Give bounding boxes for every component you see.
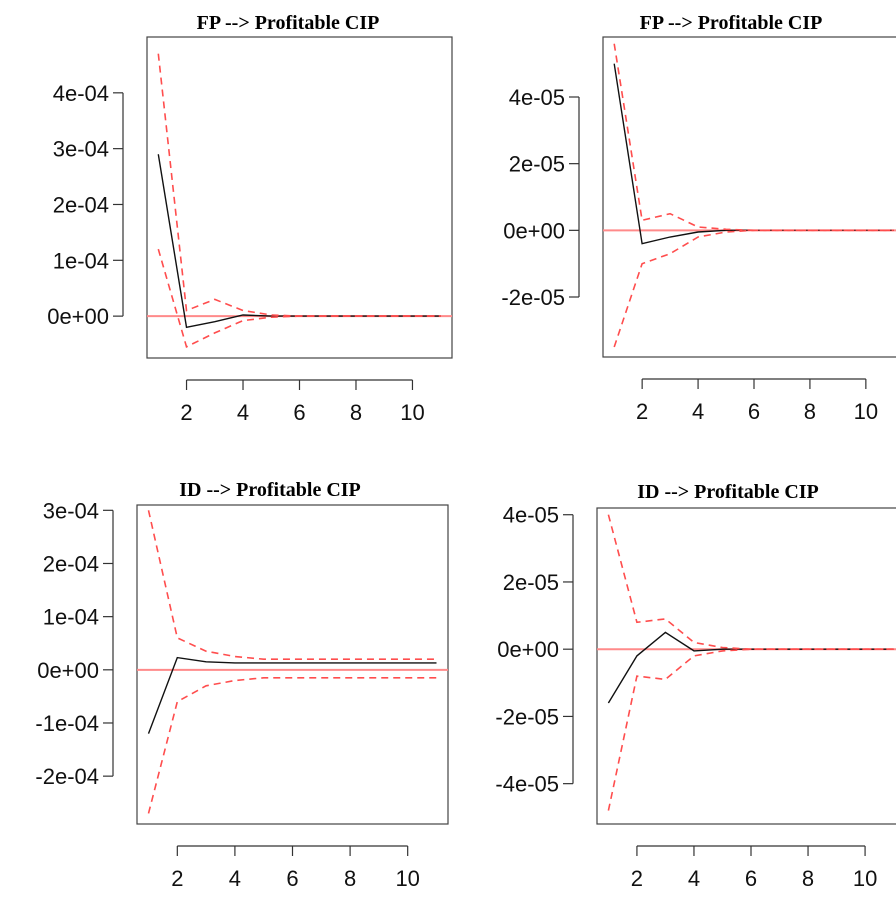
y-tick-label: 0e+00 bbox=[37, 658, 99, 683]
x-tick-label: 8 bbox=[804, 399, 816, 424]
y-tick-label: -1e-04 bbox=[35, 711, 99, 736]
y-tick-label: -2e-04 bbox=[35, 764, 99, 789]
x-tick-label: 8 bbox=[344, 866, 356, 891]
y-tick-label: 1e-04 bbox=[43, 605, 99, 630]
y-tick-label: 4e-05 bbox=[509, 85, 565, 110]
y-tick-label: -2e-05 bbox=[501, 285, 565, 310]
y-tick-label: 4e-04 bbox=[53, 81, 109, 106]
y-tick-label: 1e-04 bbox=[53, 248, 109, 273]
x-tick-label: 8 bbox=[802, 866, 814, 891]
x-tick-label: 10 bbox=[400, 400, 424, 425]
plot-frame bbox=[146, 36, 453, 359]
lower-ci-line bbox=[613, 229, 894, 348]
plot-frame bbox=[136, 504, 449, 825]
y-tick-label: 4e-05 bbox=[503, 503, 559, 528]
irf-panel-4: ID --> Profitable CIP -4e-05 -2e-05 0e+00 2e… bbox=[495, 481, 896, 891]
irf-response-line bbox=[147, 656, 437, 734]
x-tick-label: 8 bbox=[350, 400, 362, 425]
y-tick-label: 2e-04 bbox=[43, 551, 99, 576]
y-tick-label: -4e-05 bbox=[495, 772, 559, 797]
x-tick-label: 6 bbox=[745, 866, 757, 891]
upper-ci-line bbox=[147, 510, 437, 661]
panel-title: FP --> Profitable CIP bbox=[640, 12, 823, 34]
irf-response-line bbox=[607, 631, 894, 704]
panel-title: ID --> Profitable CIP bbox=[179, 479, 361, 501]
plot-frame bbox=[602, 36, 896, 358]
irf-response-line bbox=[157, 154, 441, 329]
panel-title: FP --> Profitable CIP bbox=[197, 12, 380, 34]
upper-ci-line bbox=[613, 43, 894, 232]
panel-title: ID --> Profitable CIP bbox=[637, 481, 819, 503]
x-tick-label: 2 bbox=[171, 866, 183, 891]
x-tick-label: 2 bbox=[631, 866, 643, 891]
irf-panel-1: FP --> Profitable CIP 0e+00 1e-04 2e-04 3e-0… bbox=[47, 12, 453, 425]
upper-ci-line bbox=[157, 53, 441, 317]
y-tick-label: 2e-05 bbox=[509, 152, 565, 177]
y-tick-label: 3e-04 bbox=[43, 498, 99, 523]
y-tick-label: 2e-04 bbox=[53, 192, 109, 217]
irf-panel-2: FP --> Profitable CIP -2e-05 0e+00 2e-05 4e-… bbox=[501, 12, 896, 424]
x-tick-label: 4 bbox=[237, 400, 249, 425]
lower-ci-line bbox=[607, 648, 894, 811]
y-tick-label: 0e+00 bbox=[503, 218, 565, 243]
x-tick-label: 6 bbox=[293, 400, 305, 425]
lower-ci-line bbox=[157, 248, 441, 348]
x-tick-label: 6 bbox=[286, 866, 298, 891]
x-tick-label: 10 bbox=[395, 866, 419, 891]
x-tick-label: 2 bbox=[180, 400, 192, 425]
lower-ci-line bbox=[147, 676, 437, 814]
x-tick-label: 2 bbox=[636, 399, 648, 424]
y-tick-label: -2e-05 bbox=[495, 704, 559, 729]
y-tick-label: 2e-05 bbox=[503, 570, 559, 595]
x-tick-label: 6 bbox=[748, 399, 760, 424]
y-tick-label: 0e+00 bbox=[497, 637, 559, 662]
x-tick-label: 10 bbox=[853, 866, 877, 891]
y-tick-label: 3e-04 bbox=[53, 137, 109, 162]
upper-ci-line bbox=[607, 514, 894, 651]
x-tick-label: 4 bbox=[692, 399, 704, 424]
x-tick-label: 10 bbox=[854, 399, 878, 424]
x-tick-label: 4 bbox=[688, 866, 700, 891]
irf-panel-3: ID --> Profitable CIP -2e-04 -1e-04 0e+00 1e… bbox=[35, 479, 449, 891]
y-tick-label: 0e+00 bbox=[47, 304, 109, 329]
x-tick-label: 4 bbox=[229, 866, 241, 891]
plot-frame bbox=[596, 507, 896, 825]
